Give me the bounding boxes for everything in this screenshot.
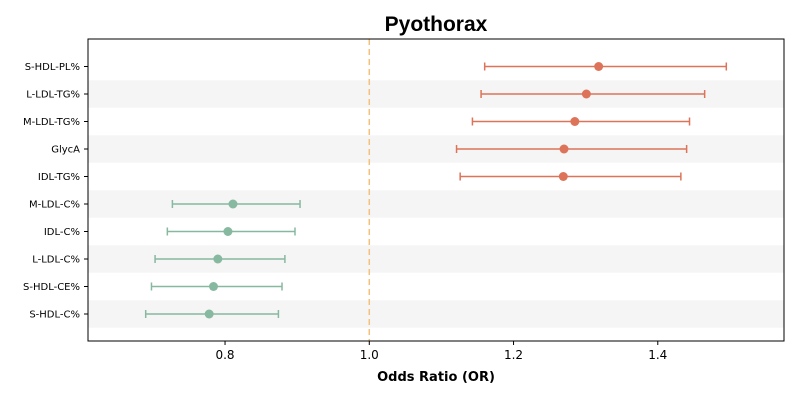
x-tick-label: 1.0 [360, 348, 379, 362]
x-tick-label: 0.8 [215, 348, 234, 362]
or-point [204, 309, 214, 319]
plot-frame [87, 38, 785, 342]
confidence-intervals [144, 62, 728, 318]
y-tick-label: S-HDL-CE% [23, 282, 80, 293]
x-tick-label: 1.2 [504, 348, 523, 362]
y-tick-label: S-HDL-PL% [25, 62, 80, 73]
y-axis: S-HDL-PL% L-LDL-TG% M-LDL-TG% GlycA IDL-TG% M… [23, 62, 88, 321]
x-tick-label: 1.4 [648, 348, 667, 362]
or-point [213, 254, 223, 264]
or-point [558, 172, 568, 181]
or-point [594, 62, 604, 71]
y-tick-label: M-LDL-TG% [23, 117, 80, 128]
y-tick-label: L-LDL-C% [32, 255, 80, 266]
x-axis: 0.8 1.0 1.2 1.4 [215, 341, 667, 362]
or-point [223, 227, 233, 236]
y-tick-label: IDL-TG% [38, 172, 80, 183]
chart-title: Pyothorax [385, 13, 488, 36]
or-point [581, 89, 591, 99]
y-tick-label: GlycA [51, 145, 80, 156]
y-tick-label: L-LDL-TG% [26, 90, 80, 101]
x-axis-label: Odds Ratio (OR) [377, 370, 495, 385]
or-point [208, 282, 218, 291]
y-tick-label: IDL-C% [44, 227, 80, 238]
odds-ratio-points [204, 62, 604, 319]
y-tick-label: M-LDL-C% [29, 200, 80, 211]
or-point [570, 117, 580, 126]
y-tick-label: S-HDL-C% [29, 310, 80, 321]
or-point [228, 199, 238, 209]
or-point [559, 144, 569, 154]
